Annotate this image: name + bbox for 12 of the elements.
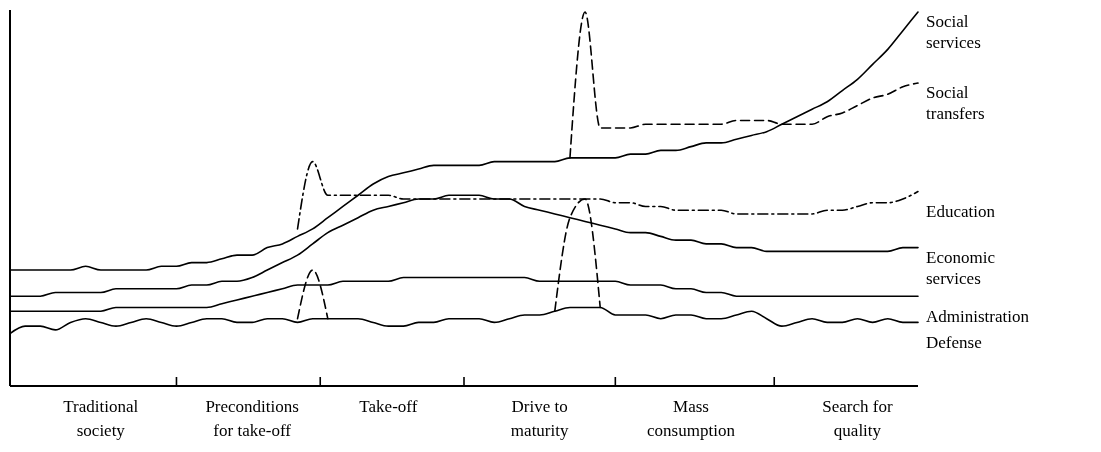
x-tick-label: Search for quality bbox=[822, 397, 893, 440]
series-label: Economic services bbox=[926, 247, 996, 288]
series-label: Social transfers bbox=[926, 83, 985, 124]
x-tick-label: Take-off bbox=[359, 397, 418, 416]
x-tick-label: Drive to maturity bbox=[510, 397, 569, 440]
series-label: Social services bbox=[926, 12, 981, 52]
series-label: Defense bbox=[926, 332, 982, 352]
x-tick-label: Preconditions for take-off bbox=[205, 397, 299, 440]
series-label: Education bbox=[926, 202, 996, 222]
x-tick-label: Mass consumption bbox=[647, 397, 736, 440]
x-tick-label: Traditional society bbox=[63, 397, 139, 440]
series-label: Administration bbox=[926, 306, 1030, 326]
